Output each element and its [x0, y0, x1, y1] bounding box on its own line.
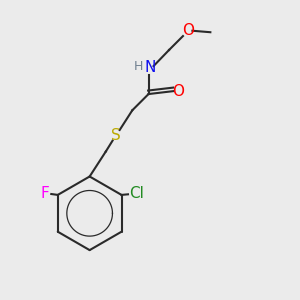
Text: Cl: Cl: [129, 186, 144, 201]
Text: O: O: [182, 23, 194, 38]
Text: F: F: [40, 186, 49, 201]
Text: N: N: [145, 60, 156, 75]
Text: O: O: [172, 84, 184, 99]
Text: H: H: [134, 60, 143, 73]
Text: S: S: [111, 128, 121, 143]
